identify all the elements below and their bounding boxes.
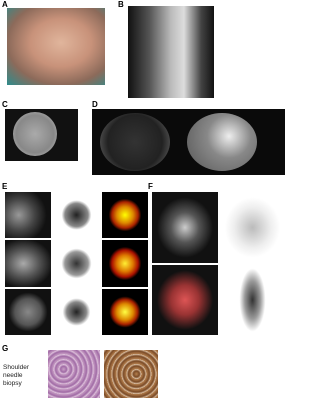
fusion-slice — [101, 192, 148, 239]
panel-label: B — [118, 0, 124, 9]
mass — [187, 113, 257, 171]
fusion-slice — [101, 240, 148, 287]
mass — [13, 112, 57, 156]
pet-slice — [53, 288, 100, 335]
he-stain — [48, 350, 100, 398]
mri-image — [92, 109, 285, 175]
ct-slice — [5, 240, 52, 287]
panel-label: D — [92, 100, 98, 109]
ct-slice — [5, 192, 52, 239]
panel-label: E — [2, 182, 8, 191]
panel-label: C — [2, 100, 8, 109]
ct-slice — [152, 192, 218, 263]
figure: A B C D E F G Shoulder needle biopsy — [2, 0, 285, 398]
ct-slice — [5, 288, 52, 335]
panel-label: A — [2, 0, 8, 9]
mass — [100, 113, 170, 171]
panel-label: G — [2, 344, 9, 353]
fusion-slice — [152, 264, 218, 335]
pet-slice — [219, 192, 285, 263]
clinical-photo — [7, 8, 105, 85]
pet-ct-grid — [5, 192, 148, 335]
pet-ct-body — [152, 192, 285, 335]
pet-slice — [53, 240, 100, 287]
ct-image — [5, 109, 78, 161]
ihc-stain — [104, 350, 158, 398]
mip-image — [219, 264, 285, 335]
pet-slice — [53, 192, 100, 239]
xray-image — [128, 6, 214, 98]
fusion-slice — [101, 288, 148, 335]
panel-label: F — [148, 182, 153, 191]
caption: Shoulder needle biopsy — [3, 364, 30, 387]
